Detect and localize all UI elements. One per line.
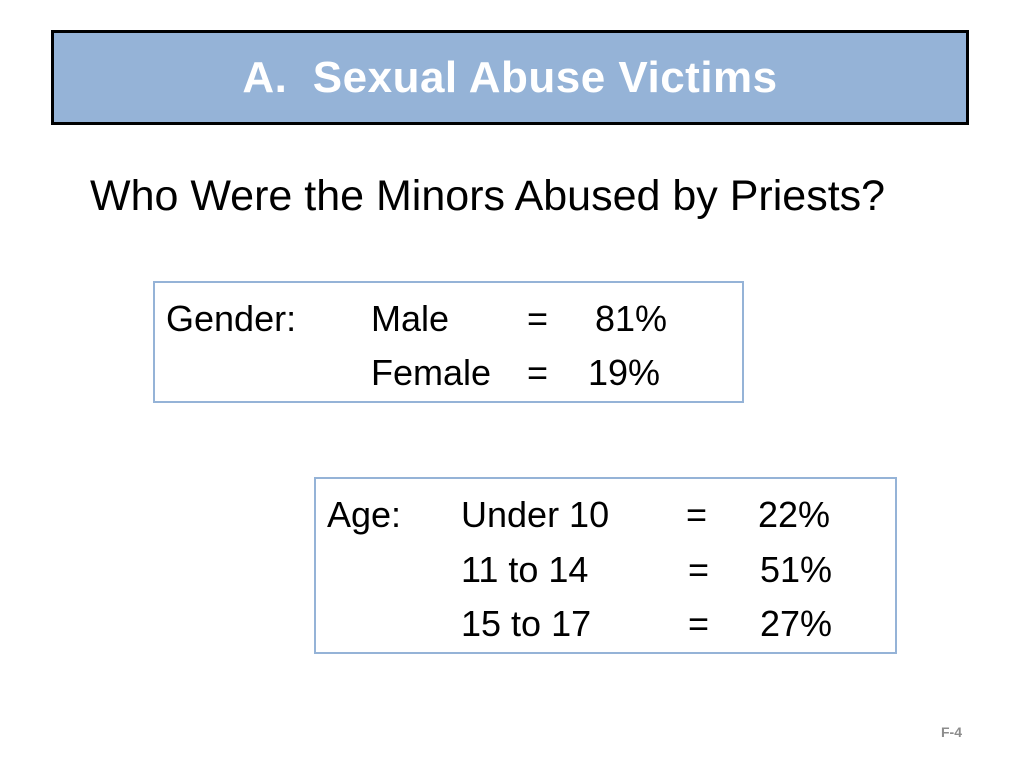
age-equals-15-to-17: = [688, 603, 710, 644]
age-value-15-to-17: 27% [760, 603, 833, 644]
age-label: Age: [327, 494, 402, 535]
gender-value-male: 81% [595, 298, 668, 339]
slide-number: F-4 [941, 724, 962, 740]
gender-equals-male: = [527, 298, 549, 339]
age-category-under-10: Under 10 [461, 494, 610, 535]
title-banner: A. Sexual Abuse Victims [51, 30, 969, 125]
age-value-11-to-14: 51% [760, 549, 833, 590]
slide-subtitle: Who Were the Minors Abused by Priests? [90, 172, 886, 220]
gender-category-male: Male [371, 298, 450, 339]
age-category-15-to-17: 15 to 17 [461, 603, 592, 644]
gender-label: Gender: [166, 298, 297, 339]
age-value-under-10: 22% [758, 494, 831, 535]
age-category-11-to-14: 11 to 14 [461, 549, 589, 590]
gender-stats-box: Gender: Male = 81% Female = 19% [153, 281, 744, 403]
gender-value-female: 19% [588, 352, 661, 393]
age-stats-box: Age: Under 10 = 22% 11 to 14 = 51% 15 to… [314, 477, 897, 654]
gender-equals-female: = [527, 352, 549, 393]
gender-category-female: Female [371, 352, 492, 393]
age-equals-under-10: = [686, 494, 708, 535]
slide-title: A. Sexual Abuse Victims [242, 52, 778, 102]
age-equals-11-to-14: = [688, 549, 710, 590]
